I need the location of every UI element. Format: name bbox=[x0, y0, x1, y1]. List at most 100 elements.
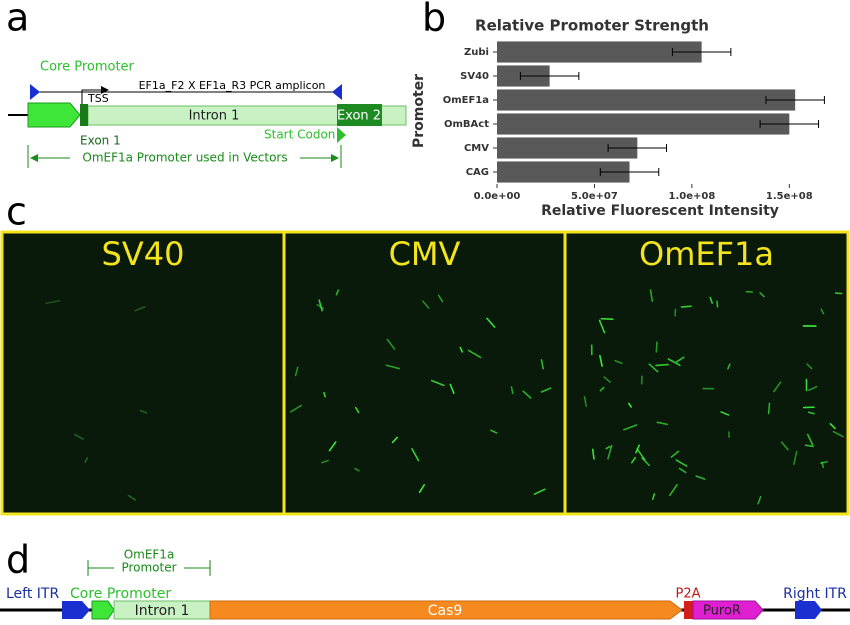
cell bbox=[631, 456, 637, 464]
cell bbox=[391, 436, 398, 444]
cell bbox=[599, 386, 605, 392]
cell bbox=[680, 305, 692, 308]
cell bbox=[655, 341, 658, 353]
x-axis-label: Relative Fluorescent Intensity bbox=[541, 203, 779, 219]
label: Exon 2 bbox=[337, 109, 381, 124]
label: OmEF1a Promoter used in Vectors bbox=[82, 151, 287, 165]
panel-label: b bbox=[422, 0, 446, 40]
start-codon bbox=[337, 127, 346, 143]
panel-a: Core Promoter EF1a_F2 X EF1a_R3 PCR ampl… bbox=[8, 60, 407, 168]
cell bbox=[354, 406, 360, 414]
exon1 bbox=[80, 104, 88, 126]
cell bbox=[603, 376, 611, 383]
label: Intron 1 bbox=[189, 109, 240, 124]
cell bbox=[418, 484, 426, 493]
tss-arrow bbox=[81, 86, 109, 104]
cell bbox=[459, 346, 464, 353]
label: Intron 1 bbox=[135, 603, 190, 619]
cell bbox=[757, 495, 762, 505]
cell bbox=[437, 294, 444, 303]
label: Cas9 bbox=[428, 603, 463, 619]
exon2 bbox=[337, 104, 382, 126]
core-promoter bbox=[91, 600, 115, 620]
cell bbox=[655, 363, 669, 367]
y-axis-label: Promoter bbox=[411, 74, 427, 148]
cell bbox=[318, 299, 323, 312]
cas9 bbox=[209, 600, 683, 620]
panel-b: Relative Promoter Strength Relative Fluo… bbox=[411, 17, 825, 219]
panel-label: d bbox=[6, 538, 30, 582]
cell bbox=[73, 433, 84, 440]
cell bbox=[605, 445, 611, 450]
cell bbox=[709, 296, 714, 304]
left-itr bbox=[62, 601, 90, 619]
cell bbox=[635, 444, 640, 454]
cell bbox=[675, 459, 688, 467]
cell bbox=[430, 379, 445, 387]
cell bbox=[127, 494, 137, 501]
cell bbox=[780, 441, 789, 451]
cell bbox=[716, 300, 719, 308]
chart-title: Relative Promoter Strength bbox=[475, 17, 709, 35]
cell bbox=[648, 363, 659, 373]
cell bbox=[335, 289, 340, 296]
label-bg bbox=[114, 562, 184, 574]
cell bbox=[829, 423, 836, 430]
label: Right ITR bbox=[783, 586, 847, 602]
cell bbox=[669, 483, 678, 497]
cell bbox=[759, 292, 765, 298]
cell bbox=[591, 448, 595, 460]
cell bbox=[45, 299, 61, 305]
core-promoter bbox=[27, 102, 81, 128]
label: Start Codon bbox=[264, 128, 335, 142]
error-bar bbox=[519, 72, 580, 80]
cell bbox=[599, 354, 603, 367]
y-tick-label: OmBAct bbox=[444, 119, 489, 130]
cell bbox=[354, 467, 360, 472]
cell bbox=[134, 306, 146, 312]
error-bar bbox=[759, 120, 820, 128]
cell bbox=[411, 448, 420, 462]
y-tick-label: SV40 bbox=[460, 71, 489, 82]
cell bbox=[540, 387, 552, 393]
cell bbox=[289, 404, 303, 413]
label: Exon 1 bbox=[80, 134, 121, 148]
label: PuroR bbox=[703, 604, 741, 619]
cell bbox=[656, 421, 669, 426]
cell bbox=[486, 317, 496, 328]
cell bbox=[649, 289, 654, 302]
image-label: CMV bbox=[389, 235, 461, 273]
cell bbox=[449, 383, 455, 395]
cell bbox=[607, 444, 613, 460]
image-label: OmEF1a bbox=[639, 235, 774, 273]
cell bbox=[467, 349, 482, 359]
cell bbox=[820, 460, 828, 464]
cell bbox=[636, 448, 646, 461]
bar bbox=[497, 41, 702, 63]
cell bbox=[385, 364, 401, 370]
bar bbox=[497, 89, 796, 111]
cell bbox=[583, 396, 587, 407]
cell bbox=[807, 411, 815, 415]
cell bbox=[510, 386, 514, 395]
cell bbox=[806, 363, 813, 370]
p2a bbox=[684, 601, 693, 619]
error-bar bbox=[599, 168, 660, 176]
cell bbox=[328, 441, 337, 452]
primer bbox=[332, 84, 342, 100]
y-tick-label: CMV bbox=[464, 143, 489, 154]
y-tick-label: OmEF1a bbox=[443, 95, 489, 106]
label: Promoter bbox=[121, 561, 176, 575]
image-frame bbox=[0, 230, 850, 516]
panel-d: OmEF1a Promoter Left ITR Core Promoter I… bbox=[0, 548, 850, 620]
y-tick-label: Zubi bbox=[464, 47, 489, 58]
cell bbox=[628, 402, 632, 408]
cell bbox=[490, 429, 498, 434]
label: Core Promoter bbox=[70, 586, 171, 602]
primer bbox=[30, 84, 40, 100]
cell bbox=[323, 391, 326, 398]
error-bar bbox=[765, 96, 825, 104]
bar bbox=[497, 137, 638, 159]
cell bbox=[727, 363, 731, 370]
